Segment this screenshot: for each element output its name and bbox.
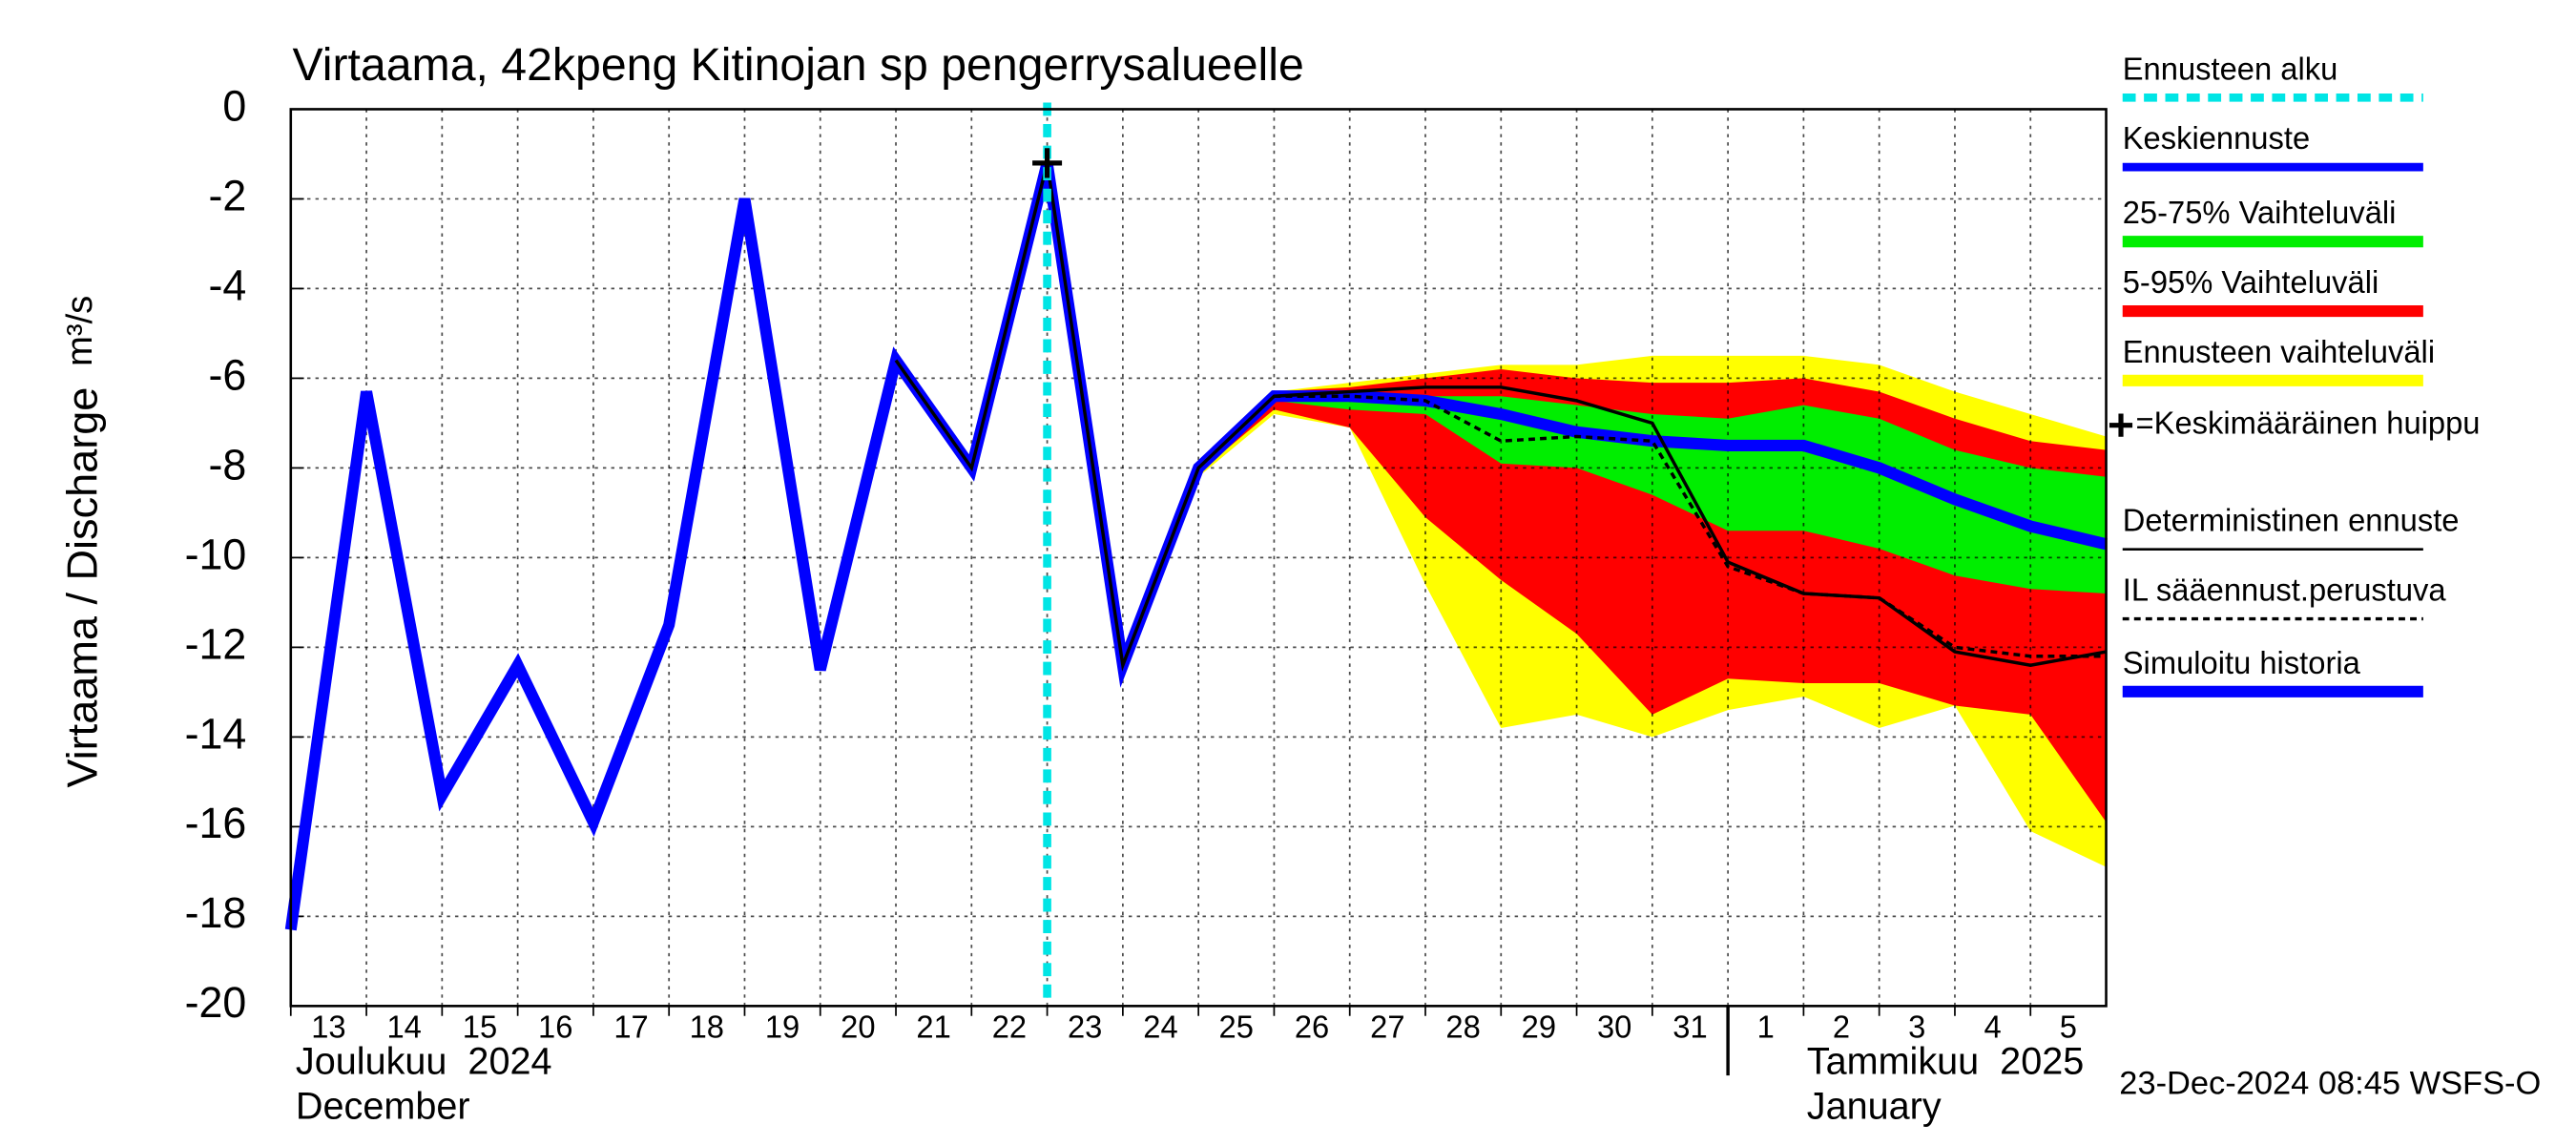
month-label: Joulukuu 2024	[296, 1040, 552, 1082]
legend-label: Ennusteen vaihteluväli	[2123, 334, 2435, 369]
footer: 23-Dec-2024 08:45 WSFS-O	[2119, 1066, 2541, 1102]
x-tick-label: 29	[1522, 1009, 1556, 1044]
x-tick-label: 2	[1833, 1009, 1850, 1044]
y-tick-label: -2	[208, 171, 246, 219]
peak-marker	[1032, 148, 1063, 178]
chart-title: Virtaama, 42kpeng Kitinojan sp pengerrys…	[293, 39, 1304, 91]
y-tick-label: 0	[222, 81, 246, 130]
y-axis-unit: m³/s	[60, 296, 100, 366]
legend-label: 25-75% Vaihteluväli	[2123, 195, 2397, 230]
x-tick-label: 22	[992, 1009, 1027, 1044]
y-tick-label: -16	[185, 799, 247, 847]
x-tick-label: 4	[1984, 1009, 2001, 1044]
month-label: January	[1807, 1085, 1942, 1127]
y-tick-label: -4	[208, 260, 246, 309]
x-tick-label: 3	[1908, 1009, 1925, 1044]
month-label: Tammikuu 2025	[1807, 1040, 2085, 1082]
x-tick-label: 31	[1672, 1009, 1707, 1044]
x-tick-label: 18	[690, 1009, 724, 1044]
x-tick-label: 20	[841, 1009, 875, 1044]
x-tick-label: 14	[386, 1009, 421, 1044]
series-line	[894, 162, 2107, 672]
y-tick-label: -6	[208, 350, 246, 399]
x-tick-label: 30	[1597, 1009, 1631, 1044]
legend-swatch	[2109, 413, 2133, 437]
y-tick-label: -10	[185, 530, 247, 578]
legend-label: Simuloitu historia	[2123, 645, 2361, 680]
x-tick-label: 15	[463, 1009, 497, 1044]
month-label: December	[296, 1085, 470, 1127]
x-tick-label: 25	[1219, 1009, 1254, 1044]
legend-label: IL sääennust.perustuva	[2123, 572, 2447, 607]
legend-label: =Keskimääräinen huippu	[2136, 405, 2481, 440]
x-tick-label: 24	[1143, 1009, 1177, 1044]
legend-label: Deterministinen ennuste	[2123, 503, 2460, 538]
y-tick-label: -18	[185, 888, 247, 937]
x-tick-label: 19	[765, 1009, 800, 1044]
x-tick-label: 26	[1295, 1009, 1329, 1044]
y-tick-label: -12	[185, 619, 247, 668]
x-tick-label: 21	[916, 1009, 950, 1044]
x-tick-label: 1	[1757, 1009, 1775, 1044]
x-tick-label: 23	[1068, 1009, 1102, 1044]
x-tick-label: 28	[1445, 1009, 1480, 1044]
plot-frame	[289, 108, 2108, 1008]
y-axis-label: Virtaama / Discharge	[58, 387, 107, 788]
x-tick-label: 5	[2060, 1009, 2077, 1044]
legend: Ennusteen alku Keskiennuste 25-75% Vaihtel…	[2109, 51, 2481, 697]
y-tick-label: -14	[185, 709, 247, 758]
y-tick-label: -20	[185, 978, 247, 1027]
x-tick-label: 27	[1370, 1009, 1404, 1044]
legend-label: Ennusteen alku	[2123, 51, 2338, 86]
legend-label: Keskiennuste	[2123, 120, 2310, 156]
x-tick-label: 13	[311, 1009, 345, 1044]
x-tick-label: 17	[613, 1009, 648, 1044]
legend-label: 5-95% Vaihteluväli	[2123, 264, 2379, 300]
x-tick-label: 16	[538, 1009, 572, 1044]
series-line	[1274, 394, 2107, 658]
y-tick-label: -8	[208, 440, 246, 489]
